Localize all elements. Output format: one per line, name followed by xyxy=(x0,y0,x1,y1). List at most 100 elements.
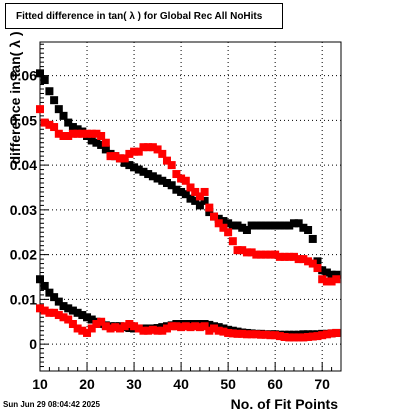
data-point-series-1 xyxy=(125,161,134,170)
data-point-series-4 xyxy=(130,322,139,331)
data-point-series-3 xyxy=(83,313,92,322)
data-point-series-1 xyxy=(134,165,143,174)
data-point-series-3 xyxy=(40,281,49,290)
data-point-series-2 xyxy=(54,129,63,138)
data-point-series-2 xyxy=(177,174,186,183)
data-point-series-1 xyxy=(139,167,148,176)
data-point-series-2 xyxy=(332,275,341,284)
y-tick-label: 0.01 xyxy=(10,291,37,307)
data-point-series-1 xyxy=(172,185,181,194)
data-point-series-4 xyxy=(313,332,322,341)
data-point-series-1 xyxy=(299,223,308,232)
data-point-series-1 xyxy=(228,221,237,230)
data-point-series-2 xyxy=(78,129,87,138)
data-point-series-4 xyxy=(247,330,256,339)
data-point-series-2 xyxy=(64,132,73,140)
data-point-series-2 xyxy=(205,203,214,212)
data-point-series-2 xyxy=(73,129,82,138)
data-point-series-2 xyxy=(68,129,77,138)
data-point-series-3 xyxy=(45,288,54,297)
data-point-series-3 xyxy=(50,293,59,302)
timestamp: Sun Jun 29 08:04:42 2025 xyxy=(3,400,100,409)
data-point-series-2 xyxy=(111,152,120,161)
data-point-series-4 xyxy=(186,323,195,332)
data-point-series-4 xyxy=(97,317,106,326)
data-point-series-4 xyxy=(332,328,341,337)
data-point-series-1 xyxy=(195,201,204,210)
data-point-series-1 xyxy=(181,190,190,199)
data-point-series-2 xyxy=(238,246,247,255)
data-point-series-1 xyxy=(271,221,280,230)
data-point-series-3 xyxy=(78,311,87,320)
data-point-series-4 xyxy=(257,330,266,339)
data-point-series-4 xyxy=(238,329,247,338)
data-point-series-4 xyxy=(50,308,59,317)
data-point-series-4 xyxy=(92,320,101,328)
data-point-series-4 xyxy=(120,322,129,331)
data-point-series-4 xyxy=(83,328,92,337)
data-point-series-2 xyxy=(59,132,68,140)
data-point-series-2 xyxy=(266,250,275,259)
data-point-series-3 xyxy=(87,315,96,324)
data-point-series-4 xyxy=(271,331,280,340)
data-point-series-2 xyxy=(120,154,129,163)
data-point-series-1 xyxy=(92,138,101,147)
data-point-series-4 xyxy=(172,322,181,331)
data-point-series-3 xyxy=(205,320,214,329)
data-point-series-1 xyxy=(177,187,186,196)
y-tick-label: 0.02 xyxy=(10,247,37,263)
data-point-series-4 xyxy=(101,322,110,331)
data-point-series-2 xyxy=(224,228,233,237)
data-point-series-2 xyxy=(36,105,44,114)
data-point-series-2 xyxy=(83,129,92,138)
data-point-series-1 xyxy=(73,125,82,134)
data-point-series-1 xyxy=(158,176,167,185)
data-point-series-2 xyxy=(257,250,266,259)
data-point-series-3 xyxy=(64,304,73,313)
data-point-series-1 xyxy=(261,221,270,230)
data-point-series-2 xyxy=(153,145,162,154)
x-tick-label: 20 xyxy=(79,376,95,392)
data-point-series-1 xyxy=(322,268,331,277)
data-point-series-4 xyxy=(318,331,327,340)
data-point-series-4 xyxy=(205,326,214,335)
data-point-series-1 xyxy=(275,221,284,230)
data-point-series-2 xyxy=(313,264,322,273)
data-point-series-4 xyxy=(261,330,270,339)
data-point-series-2 xyxy=(304,257,313,266)
data-point-series-4 xyxy=(224,328,233,337)
data-point-series-4 xyxy=(252,330,261,339)
data-point-series-4 xyxy=(64,315,73,324)
data-point-series-4 xyxy=(181,322,190,331)
data-point-series-2 xyxy=(228,237,237,246)
chart-title: Fitted difference in tan( λ ) for Global… xyxy=(5,3,283,29)
y-tick-label: 0.04 xyxy=(10,157,37,173)
data-point-series-4 xyxy=(285,333,294,342)
data-point-series-1 xyxy=(50,96,59,105)
data-point-series-4 xyxy=(233,329,242,338)
data-point-series-1 xyxy=(327,270,336,279)
data-point-series-4 xyxy=(210,324,219,333)
data-point-series-4 xyxy=(228,329,237,338)
data-point-series-4 xyxy=(54,311,63,320)
data-point-series-1 xyxy=(294,219,303,228)
data-point-series-2 xyxy=(115,154,124,163)
data-point-series-4 xyxy=(289,333,298,342)
data-point-series-4 xyxy=(36,304,44,313)
x-axis-label: No. of Fit Points xyxy=(230,396,338,412)
x-tick-label: 60 xyxy=(267,376,283,392)
data-point-series-4 xyxy=(200,322,209,331)
data-point-series-2 xyxy=(247,248,256,257)
data-point-series-2 xyxy=(50,123,59,132)
data-point-series-4 xyxy=(195,323,204,332)
data-point-series-4 xyxy=(144,326,153,335)
data-point-series-1 xyxy=(313,257,322,266)
data-point-series-3 xyxy=(73,308,82,317)
data-point-series-4 xyxy=(68,320,77,328)
data-point-series-2 xyxy=(299,255,308,264)
data-point-series-1 xyxy=(120,158,129,167)
data-point-series-2 xyxy=(45,120,54,129)
data-point-series-2 xyxy=(181,176,190,185)
data-point-series-4 xyxy=(275,332,284,341)
data-point-series-2 xyxy=(167,161,176,170)
